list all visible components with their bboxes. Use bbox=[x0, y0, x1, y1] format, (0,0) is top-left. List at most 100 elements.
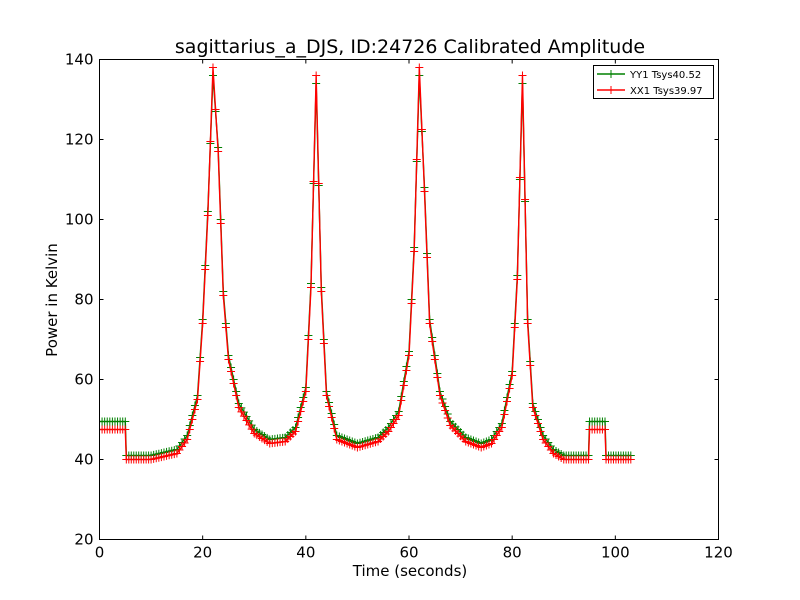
data-point bbox=[415, 63, 424, 72]
data-point bbox=[216, 219, 225, 228]
data-point bbox=[410, 247, 419, 256]
data-point bbox=[513, 275, 522, 284]
data-point bbox=[505, 384, 514, 393]
data-point bbox=[296, 407, 305, 416]
data-point bbox=[301, 387, 310, 396]
x-axis-title: Time (seconds) bbox=[352, 562, 468, 580]
data-point bbox=[214, 147, 223, 156]
data-point bbox=[433, 373, 442, 382]
y-tick-label: 100 bbox=[65, 211, 94, 229]
data-point bbox=[314, 179, 323, 188]
series-0 bbox=[99, 71, 635, 460]
data-point bbox=[196, 357, 205, 366]
data-point bbox=[405, 351, 413, 360]
y-tick-label: 120 bbox=[65, 131, 94, 149]
data-point bbox=[190, 405, 199, 414]
data-point bbox=[601, 425, 610, 434]
data-point bbox=[423, 253, 432, 262]
data-point bbox=[508, 371, 517, 380]
data-point bbox=[407, 299, 416, 308]
data-point bbox=[327, 413, 336, 422]
x-tick-label: 20 bbox=[193, 544, 212, 562]
legend: YY1 Tsys40.52 XX1 Tsys39.97 bbox=[593, 65, 714, 99]
data-point bbox=[500, 410, 509, 419]
chart-title: sagittarius_a_DJS, ID:24726 Calibrated A… bbox=[175, 36, 645, 58]
data-point bbox=[121, 417, 130, 426]
x-tick-label: 40 bbox=[296, 544, 315, 562]
data-point bbox=[234, 403, 243, 412]
data-point bbox=[239, 412, 248, 421]
data-point bbox=[208, 63, 217, 72]
x-tick-label: 120 bbox=[704, 544, 733, 562]
data-point bbox=[443, 414, 452, 422]
x-tick-label: 60 bbox=[399, 544, 418, 562]
y-tick-label: 20 bbox=[74, 531, 93, 549]
data-point bbox=[201, 265, 210, 274]
data-point bbox=[198, 319, 207, 328]
data-point bbox=[121, 425, 130, 434]
data-point bbox=[306, 283, 315, 292]
data-point bbox=[309, 177, 318, 186]
legend-marker bbox=[607, 70, 615, 78]
data-point bbox=[245, 420, 254, 429]
data-point bbox=[183, 435, 192, 444]
data-point bbox=[420, 187, 429, 196]
data-point bbox=[523, 319, 532, 328]
data-point bbox=[441, 406, 450, 415]
data-point bbox=[211, 105, 220, 114]
data-point bbox=[536, 427, 545, 436]
data-point bbox=[402, 366, 411, 375]
y-tick-label: 40 bbox=[74, 451, 93, 469]
data-point bbox=[435, 391, 444, 400]
data-point bbox=[291, 427, 300, 436]
data-point bbox=[304, 335, 313, 344]
data-point bbox=[521, 195, 530, 204]
y-axis-title: Power in Kelvin bbox=[43, 243, 61, 357]
data-point bbox=[430, 355, 439, 364]
data-point bbox=[185, 425, 194, 434]
data-point bbox=[626, 455, 635, 464]
data-point bbox=[533, 419, 542, 428]
data-point bbox=[510, 323, 519, 332]
data-point bbox=[412, 155, 421, 164]
data-point bbox=[503, 397, 512, 406]
data-point bbox=[319, 339, 328, 348]
data-point bbox=[601, 417, 610, 426]
legend-label: YY1 Tsys40.52 bbox=[629, 70, 701, 81]
legend-entry: YY1 Tsys40.52 bbox=[597, 70, 701, 81]
data-point bbox=[221, 323, 230, 332]
data-point bbox=[227, 367, 236, 376]
legend-label: XX1 Tsys39.97 bbox=[630, 86, 703, 97]
data-point bbox=[528, 403, 537, 412]
data-point bbox=[294, 417, 303, 426]
data-point bbox=[232, 391, 241, 400]
data-point bbox=[515, 173, 524, 182]
legend-marker bbox=[607, 86, 615, 94]
series-1 bbox=[99, 63, 635, 464]
data-point bbox=[584, 455, 593, 464]
x-tick-label: 0 bbox=[95, 544, 105, 562]
data-point bbox=[526, 361, 535, 370]
data-point bbox=[397, 396, 406, 405]
y-tick-label: 60 bbox=[74, 371, 93, 389]
data-point bbox=[428, 337, 437, 346]
data-point bbox=[188, 415, 197, 424]
data-point bbox=[518, 71, 527, 80]
data-point bbox=[330, 424, 339, 433]
data-point bbox=[325, 402, 334, 411]
data-point bbox=[224, 355, 233, 364]
data-point bbox=[237, 407, 246, 416]
data-point bbox=[531, 411, 540, 420]
data-point bbox=[219, 291, 228, 300]
data-point bbox=[229, 379, 238, 388]
legend-entry: XX1 Tsys39.97 bbox=[597, 86, 703, 97]
data-point bbox=[497, 423, 506, 432]
data-point bbox=[247, 425, 256, 434]
data-point bbox=[193, 395, 202, 404]
data-point bbox=[242, 416, 251, 425]
series-line bbox=[99, 67, 631, 461]
data-point bbox=[203, 211, 212, 220]
series-line bbox=[99, 75, 631, 457]
